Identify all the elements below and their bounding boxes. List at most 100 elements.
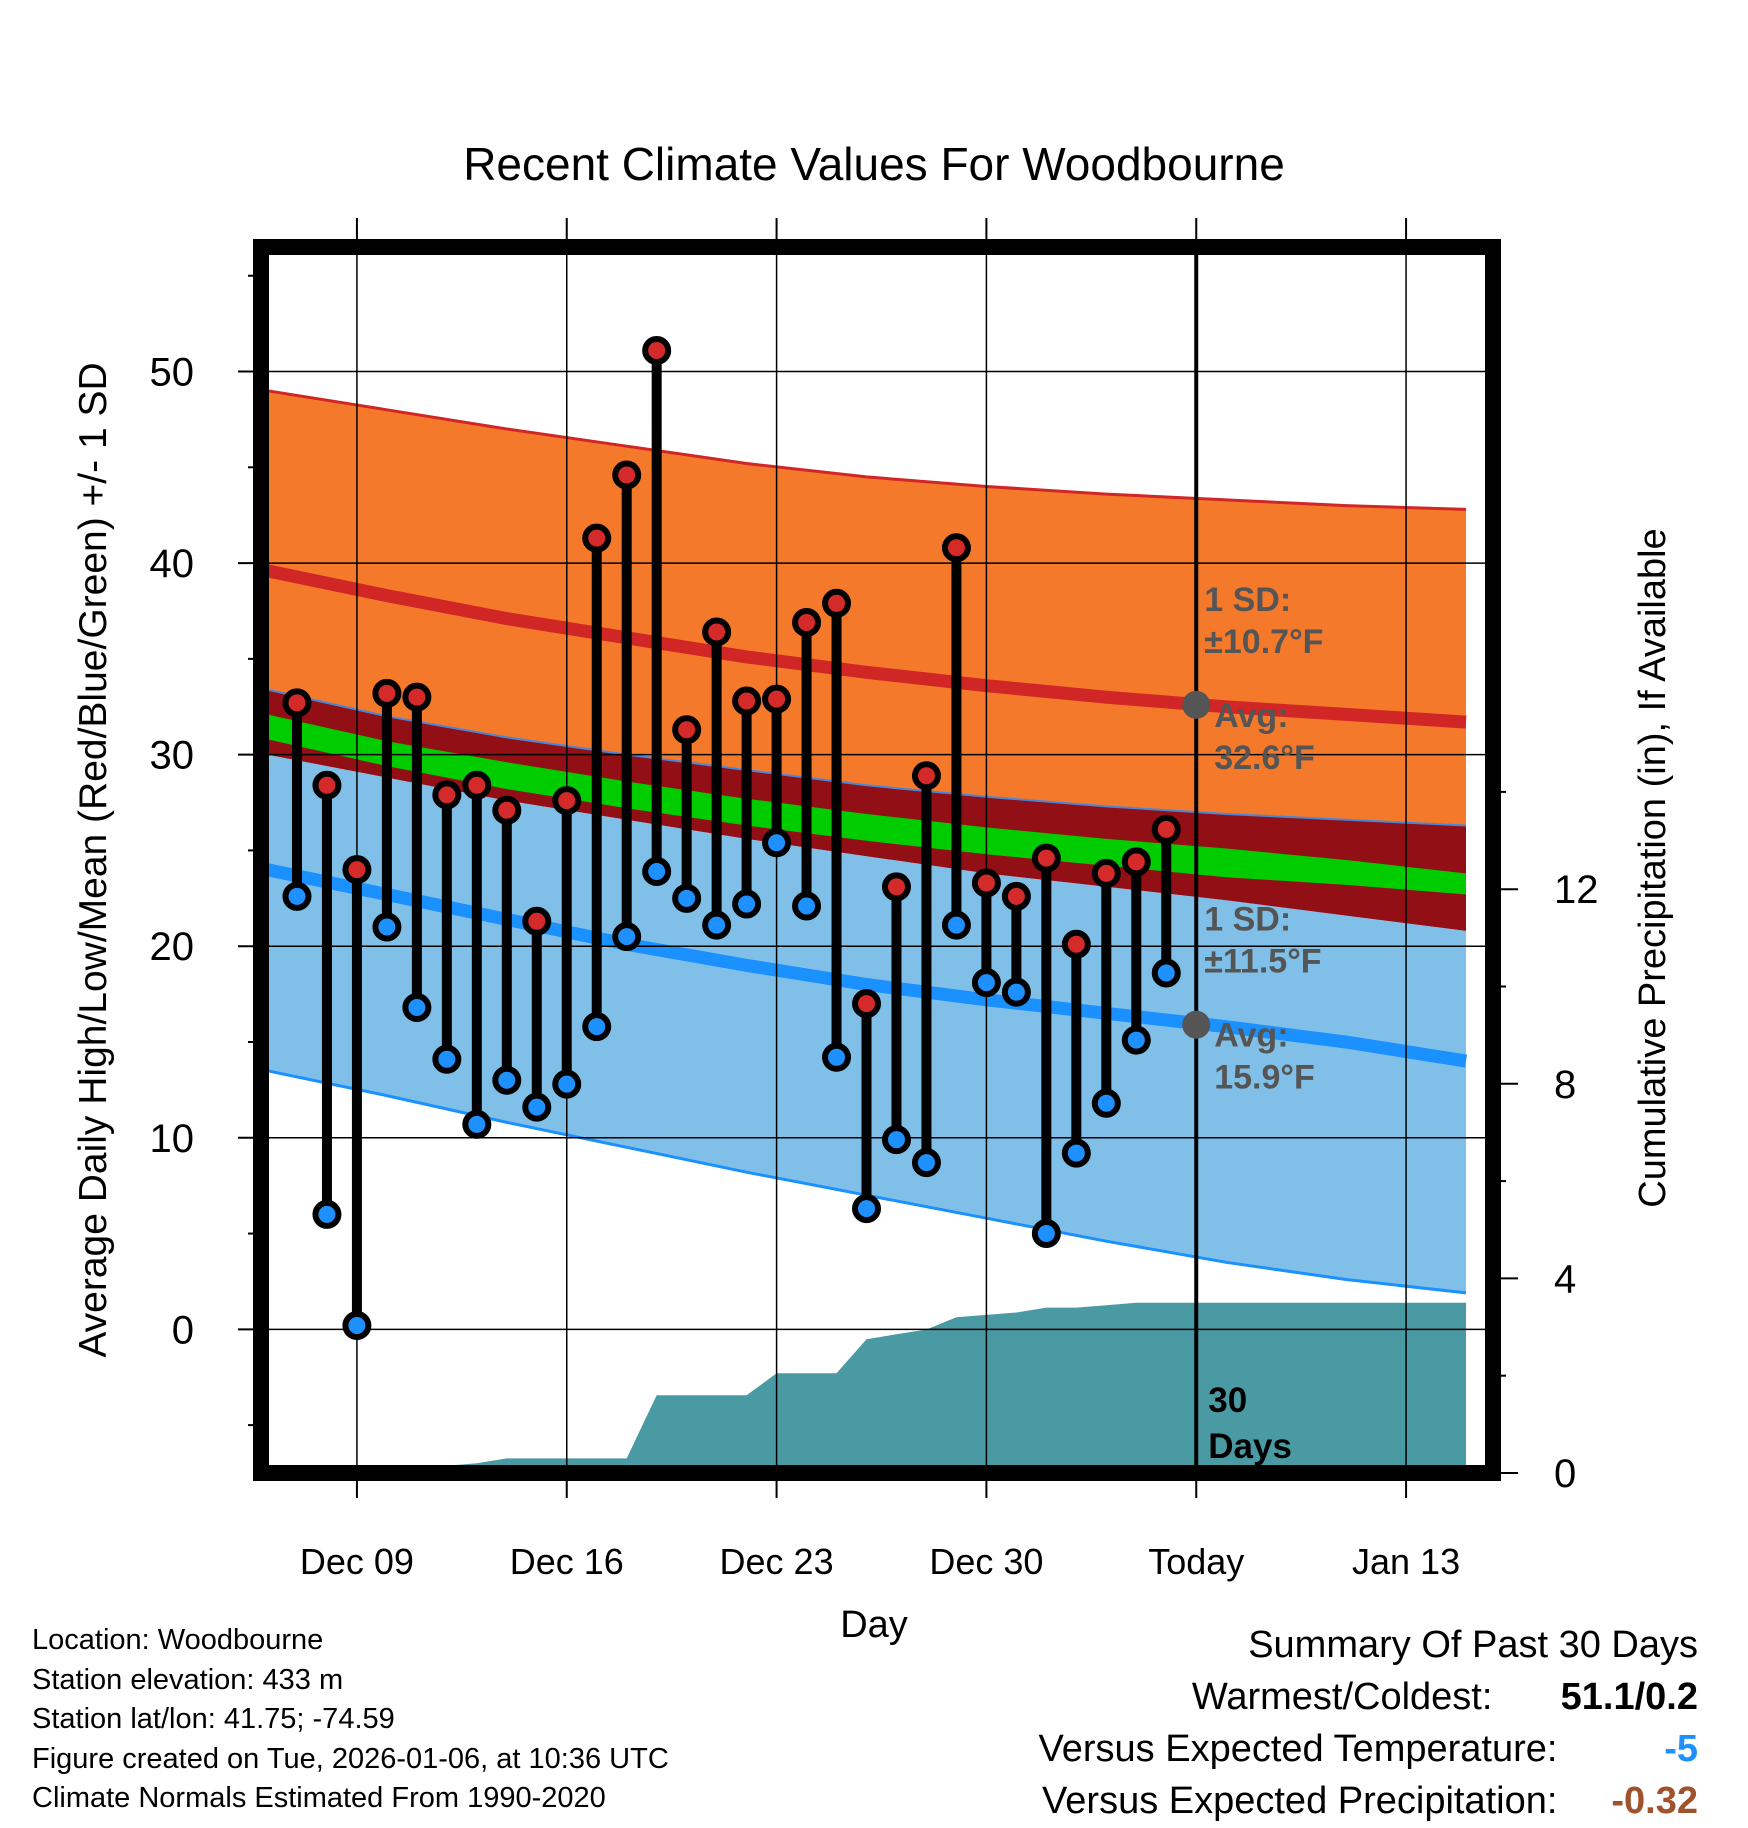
high-sd-value: ±10.7°F (1204, 623, 1323, 661)
today-line-group: 30 Days (1194, 247, 1292, 1473)
low-point (702, 910, 732, 940)
location-text: Location: Woodbourne (32, 1624, 324, 1656)
x-tick-label-2: Dec 23 (720, 1541, 834, 1582)
low-avg-value: 15.9°F (1214, 1059, 1315, 1097)
low-point (402, 993, 432, 1023)
low-point (492, 1065, 522, 1095)
high-point (642, 335, 672, 365)
station-info: Location: Woodbourne Station elevation: … (32, 1621, 669, 1819)
low-point (522, 1092, 552, 1122)
y-tick-label-5: 50 (150, 351, 195, 395)
high-point (881, 872, 911, 902)
low-point (312, 1199, 342, 1229)
high-point (1031, 843, 1061, 873)
high-upper-line (266, 389, 1467, 511)
summary-panel: Summary Of Past 30 Days Warmest/Coldest:… (1039, 1619, 1698, 1827)
x-axis-label: Day (840, 1604, 908, 1646)
y2-tick-label-2: 8 (1554, 1063, 1576, 1107)
warmest-label: Warmest/Coldest: (1191, 1676, 1493, 1718)
y2-tick-label-0: 0 (1554, 1452, 1576, 1496)
warmest-row: Warmest/Coldest: 51.1/0.2 (1039, 1671, 1698, 1723)
y-tick-label-2: 20 (150, 925, 195, 969)
y-tick-label-3: 30 (150, 734, 195, 778)
today-days-label: 30 Days (1208, 1381, 1292, 1466)
high-point (552, 786, 582, 816)
y2-axis-label: Cumulative Precipitation (in), If Availa… (1632, 528, 1674, 1207)
elevation-text: Station elevation: 433 m (32, 1663, 344, 1696)
high-point (941, 533, 971, 563)
high-point (1001, 881, 1031, 911)
low-point (852, 1194, 882, 1224)
high-point (1091, 858, 1121, 888)
high-point (612, 460, 642, 490)
low-point (1001, 977, 1031, 1007)
low-point (432, 1044, 462, 1074)
y2-tick-label-1: 4 (1554, 1257, 1576, 1301)
low-point (941, 910, 971, 940)
low-point (672, 883, 702, 913)
high-avg-value: 32.6°F (1214, 739, 1315, 777)
high-point (971, 868, 1001, 898)
low-point (1031, 1219, 1061, 1249)
high-point (282, 688, 312, 718)
created-text: Figure created on Tue, 2026-01-06, at 10… (32, 1742, 669, 1775)
high-point (432, 780, 462, 810)
low-point (881, 1125, 911, 1155)
low-point (911, 1148, 941, 1178)
plot-frame (253, 239, 1501, 1481)
high-point (792, 607, 822, 637)
high-point (672, 715, 702, 745)
high-point (522, 906, 552, 936)
grid-lines (261, 247, 1493, 1473)
y-tick-label-1: 10 (150, 1117, 195, 1161)
low-point (822, 1042, 852, 1072)
low-point (1061, 1138, 1091, 1168)
today-days-label-line: 30 (1208, 1381, 1247, 1420)
y-axis-label: Average Daily High/Low/Mean (Red/Blue/Gr… (72, 362, 115, 1357)
low-point (792, 891, 822, 921)
y2-tick-label-3: 12 (1554, 868, 1599, 912)
high-point (732, 686, 762, 716)
x-tick-label-0: Dec 09 (300, 1541, 414, 1582)
y-tick-label-4: 40 (150, 542, 195, 586)
precip-value: -0.32 (1611, 1780, 1698, 1822)
high-point (702, 617, 732, 647)
low-sd-label: 1 SD: (1204, 901, 1291, 939)
high-point (372, 678, 402, 708)
high-mean-line (265, 564, 1467, 729)
low-point (342, 1310, 372, 1340)
low-point (971, 968, 1001, 998)
low-point (642, 856, 672, 886)
high-lower-line (266, 688, 1467, 827)
summary-title: Summary Of Past 30 Days (1248, 1624, 1698, 1666)
low-point (732, 889, 762, 919)
normals-text: Climate Normals Estimated From 1990-2020 (32, 1782, 606, 1814)
high-point (822, 588, 852, 618)
high-sd-label: 1 SD: (1204, 581, 1291, 619)
temp-row: Versus Expected Temperature: -5 (1039, 1723, 1698, 1775)
precip-row: Versus Expected Precipitation: -0.32 (1039, 1775, 1698, 1827)
high-point (852, 989, 882, 1019)
chart-title: Recent Climate Values For Woodbourne (463, 138, 1285, 190)
high-point (492, 795, 522, 825)
low-sd-value: ±11.5°F (1204, 943, 1321, 981)
warmest-value: 51.1/0.2 (1560, 1676, 1698, 1718)
low-point (582, 1012, 612, 1042)
low-point (552, 1069, 582, 1099)
observed-temperatures (282, 335, 1181, 1340)
low-avg-label: Avg: (1214, 1017, 1288, 1055)
low-point (612, 922, 642, 952)
high-avg-label: Avg: (1214, 697, 1288, 735)
high-point (312, 770, 342, 800)
low-point (1121, 1025, 1151, 1055)
high-point (582, 523, 612, 553)
today-days-label-line: Days (1208, 1427, 1292, 1466)
low-mean-line (265, 863, 1468, 1068)
high-point (462, 770, 492, 800)
low-point (762, 828, 792, 858)
high-avg-marker (1182, 690, 1211, 719)
x-tick-label-4: Today (1148, 1541, 1244, 1582)
x-tick-label-1: Dec 16 (510, 1541, 624, 1582)
